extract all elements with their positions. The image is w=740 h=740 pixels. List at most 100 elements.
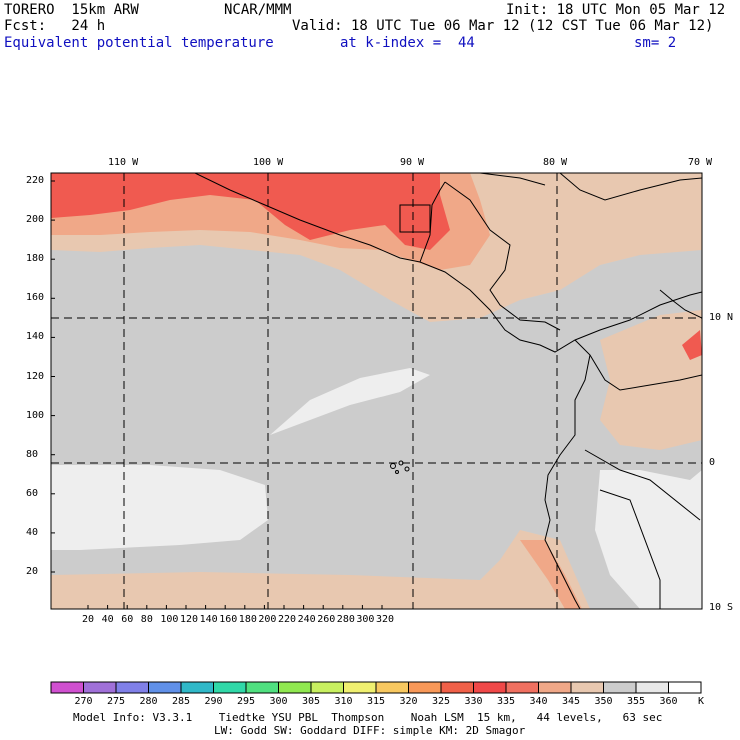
colorbar-label-360: 360 — [659, 696, 678, 707]
model-info: Model Info: V3.3.1 Tiedtke YSU PBL Thomp… — [73, 711, 663, 724]
colorbar-label-350: 350 — [594, 696, 613, 707]
colorbar-label-320: 320 — [399, 696, 418, 707]
colorbar-swatch — [473, 681, 507, 694]
x-label-120: 120 — [180, 614, 199, 625]
field-name: Equivalent potential temperature — [4, 35, 274, 51]
colorbar-swatch — [538, 681, 572, 694]
salmon-strip-coast — [520, 540, 582, 609]
coastline-caribbean — [444, 181, 561, 331]
galapagos-island-4 — [395, 470, 399, 474]
colorbar-swatch — [375, 681, 409, 694]
lon-label-110w: 110 W — [108, 157, 139, 168]
map-frame — [50, 172, 703, 610]
colorbar-label-310: 310 — [334, 696, 353, 707]
x-label-100: 100 — [160, 614, 179, 625]
lat-label-10n: 10 N — [709, 312, 734, 323]
center-title: NCAR/MMM — [224, 2, 292, 18]
galapagos-islands — [390, 460, 410, 474]
colorbar-label-275: 275 — [107, 696, 126, 707]
y-label-160: 160 — [26, 292, 45, 304]
coastline-yucatan — [419, 181, 446, 263]
colorbar-swatch — [213, 681, 247, 694]
x-label-300: 300 — [356, 614, 375, 625]
smoothing-info: sm= 2 — [634, 35, 677, 51]
colorbar-label-340: 340 — [529, 696, 548, 707]
theta-e-field — [51, 173, 702, 609]
y-label-100: 100 — [26, 409, 45, 421]
colorbar-label-285: 285 — [172, 696, 191, 707]
colorbar-swatch — [278, 681, 312, 694]
border-south-america-3 — [599, 489, 661, 609]
border-south-america-2 — [584, 449, 701, 521]
galapagos-island-3 — [404, 466, 410, 472]
colorbar-label-315: 315 — [367, 696, 386, 707]
y-label-200: 200 — [26, 214, 45, 226]
lon-label-90w: 90 W — [400, 157, 425, 168]
x-label-320: 320 — [376, 614, 395, 625]
colorbar-label-270: 270 — [74, 696, 93, 707]
lon-label-100w: 100 W — [253, 157, 284, 168]
coastline-mexico-central-america — [194, 173, 702, 353]
y-label-60: 60 — [26, 487, 39, 499]
colorbar-swatch — [505, 681, 539, 694]
colorbar-swatch — [603, 681, 637, 694]
x-label-220: 220 — [278, 614, 297, 625]
x-label-240: 240 — [297, 614, 316, 625]
border-south-america — [589, 354, 702, 391]
coastlines — [194, 173, 702, 609]
physics-info: LW: Godd SW: Goddard DIFF: simple KM: 2D… — [214, 724, 526, 737]
x-label-160: 160 — [219, 614, 238, 625]
x-label-20: 20 — [82, 614, 95, 625]
lat-label-0: 0 — [709, 457, 716, 468]
model-title: TORERO 15km ARW — [4, 2, 139, 18]
x-label-80: 80 — [140, 614, 153, 625]
colorbar-swatch — [148, 681, 182, 694]
red-region-north — [51, 173, 450, 250]
tan-region-south — [51, 530, 590, 609]
colorbar-label-295: 295 — [237, 696, 256, 707]
border-guatemala — [399, 204, 431, 233]
colorbar-label-305: 305 — [302, 696, 321, 707]
forecast-hour: Fcst: 24 h — [4, 18, 106, 34]
x-label-60: 60 — [121, 614, 134, 625]
x-label-140: 140 — [199, 614, 218, 625]
colorbar-swatch — [180, 681, 214, 694]
colorbar-swatch — [343, 681, 377, 694]
level-info: at k-index = 44 — [340, 35, 475, 51]
colorbar-swatch — [408, 681, 442, 694]
colorbar-swatch — [570, 681, 604, 694]
y-label-20: 20 — [26, 566, 39, 577]
colorbar-swatch — [310, 681, 344, 694]
init-time: Init: 18 UTC Mon 05 Mar 12 — [506, 2, 726, 18]
coastline-caribbean-east — [559, 173, 702, 201]
x-label-40: 40 — [101, 614, 114, 625]
y-label-180: 180 — [26, 253, 45, 265]
colorbar-label-290: 290 — [204, 696, 223, 707]
x-label-180: 180 — [238, 614, 257, 625]
colorbar-swatch — [50, 681, 84, 694]
colorbar-label-335: 335 — [497, 696, 516, 707]
colorbar-label-300: 300 — [269, 696, 288, 707]
colorbar-label-280: 280 — [139, 696, 158, 707]
colorbar-swatch — [668, 681, 702, 694]
coastline-ecuador-peru — [544, 339, 591, 609]
tick-marks — [51, 180, 383, 609]
colorbar-swatch — [83, 681, 117, 694]
valid-time: Valid: 18 UTC Tue 06 Mar 12 (12 CST Tue … — [292, 18, 714, 34]
y-label-120: 120 — [26, 370, 45, 382]
colorbar-swatch — [115, 681, 149, 694]
coastline-venezuela — [659, 289, 702, 319]
light-region-south-america — [595, 470, 702, 609]
y-label-140: 140 — [26, 331, 45, 343]
colorbar-label-355: 355 — [627, 696, 646, 707]
x-label-280: 280 — [336, 614, 355, 625]
colorbar-swatch — [245, 681, 279, 694]
lon-label-70w: 70 W — [688, 157, 713, 168]
x-label-200: 200 — [258, 614, 277, 625]
colorbar-swatch — [635, 681, 669, 694]
colorbar-label-345: 345 — [562, 696, 581, 707]
coastline-islands-north — [479, 173, 546, 186]
red-spot-east — [682, 330, 702, 360]
colorbar-label-325: 325 — [432, 696, 451, 707]
y-label-40: 40 — [26, 526, 39, 538]
